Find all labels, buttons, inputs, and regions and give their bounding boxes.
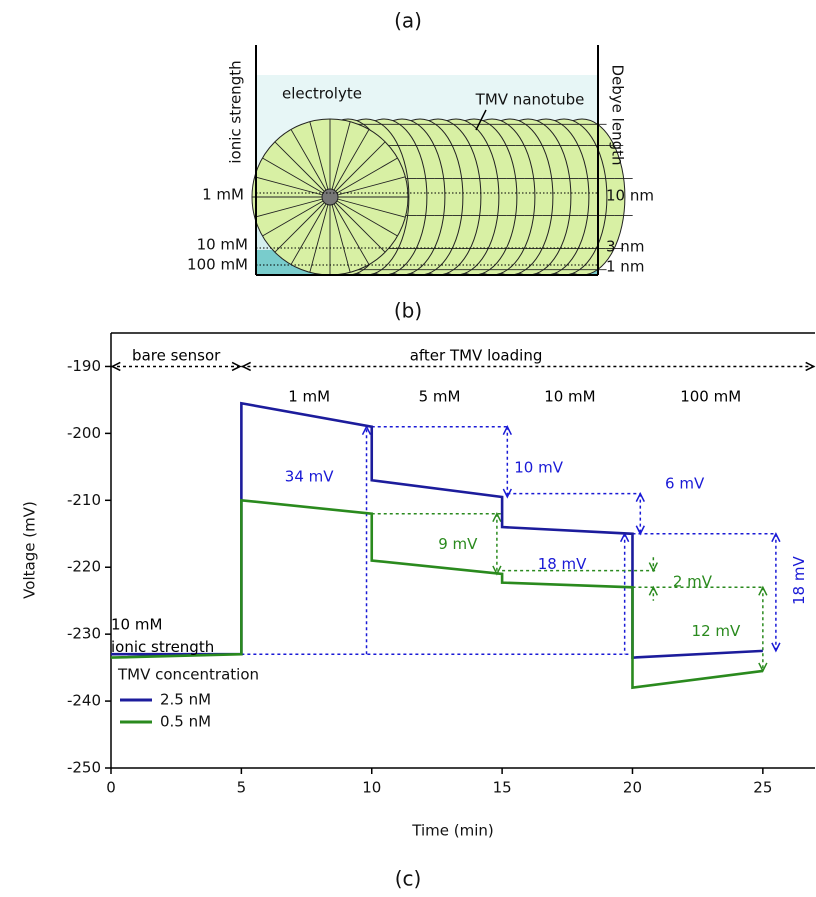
arrow-head (758, 662, 768, 673)
spoke (329, 129, 370, 198)
annotation: 1 mM (288, 388, 330, 406)
x-tick-label: 20 (623, 779, 642, 797)
spoke (309, 196, 331, 273)
annotation: 10 mM (544, 388, 595, 406)
panel-label: (b) (394, 299, 422, 323)
annotation: 2 mV (673, 572, 713, 590)
spoke (254, 176, 331, 198)
arrow-head (635, 491, 645, 502)
x-axis-title: Time (min) (411, 822, 493, 840)
spoke (254, 196, 331, 218)
core (321, 188, 339, 206)
arrow-head (805, 361, 816, 372)
axis-title: ionic strength (227, 60, 245, 163)
spoke (290, 196, 331, 265)
y-tick-label: -250 (67, 759, 101, 777)
leader-line (475, 109, 487, 131)
arrow-head (771, 642, 781, 653)
annotation: 18 mV (538, 555, 587, 573)
annotation: bare sensor (132, 346, 221, 364)
spoke (329, 196, 406, 218)
y-axis-title: Voltage (mV) (21, 501, 39, 599)
annotation: ionic strength (111, 638, 214, 656)
arrow-head (648, 562, 659, 573)
arrow-head (758, 585, 768, 596)
x-tick-label: 0 (106, 779, 116, 797)
arrow-head (231, 361, 242, 372)
arrow-head (502, 425, 512, 436)
spoke (262, 157, 331, 198)
spoke (329, 196, 351, 273)
annotation: 100 mM (680, 388, 741, 406)
tick-label: 10 nm (606, 187, 654, 205)
region-label: TMV nanotube (475, 91, 585, 109)
tick-label: 1 mM (202, 186, 244, 204)
tick-label: 10 mM (197, 236, 248, 254)
spoke (329, 196, 370, 265)
annotation: 6 mV (665, 475, 705, 493)
panel-label: (c) (395, 867, 422, 891)
legend-label: 2.5 nM (160, 691, 211, 709)
region-label: electrolyte (282, 85, 362, 103)
spoke (262, 196, 331, 237)
spoke (329, 196, 398, 237)
annotation: 5 mM (419, 388, 461, 406)
x-tick-label: 5 (237, 779, 247, 797)
arrow-head (502, 488, 512, 499)
legend-label: 0.5 nM (160, 713, 211, 731)
spoke (274, 196, 331, 253)
spoke (274, 141, 331, 198)
x-tick-label: 10 (362, 779, 381, 797)
spoke (309, 121, 331, 198)
annotation: 34 mV (285, 467, 334, 485)
annotation: 18 mV (790, 556, 808, 605)
spoke (329, 141, 386, 198)
arrow-head (771, 532, 781, 543)
y-tick-label: -200 (67, 424, 101, 442)
y-tick-label: -210 (67, 491, 101, 509)
series-line (110, 498, 764, 690)
y-tick-label: -240 (67, 692, 101, 710)
tick-label: 3 nm (606, 238, 644, 256)
arrow-head (240, 361, 252, 372)
spoke (329, 196, 386, 253)
spoke (329, 121, 351, 198)
panel-label: (a) (394, 9, 422, 33)
series-line (111, 401, 763, 659)
spoke (329, 176, 406, 198)
y-tick-label: -220 (67, 558, 101, 576)
tick-label: 100 mM (187, 256, 248, 274)
x-tick-label: 15 (493, 779, 512, 797)
annotation: 12 mV (692, 622, 741, 640)
chart: -250 -240 -230 -220 -210 -200 -190 0 5 10 15 20 25 Ti… (21, 332, 816, 840)
annotation: 10 mM (111, 615, 162, 633)
tick-label: 1 nm (606, 258, 644, 276)
diagram: ionic strength Debye length electrolyte … (187, 45, 654, 276)
y-tick-label: -230 (67, 625, 101, 643)
annotation: 9 mV (438, 535, 478, 553)
axis-title: Debye length (609, 65, 627, 166)
annotation: after TMV loading (410, 346, 543, 364)
nanotube (251, 118, 633, 276)
y-tick-label: -190 (67, 357, 101, 375)
legend-title: TMV concentration (117, 666, 259, 684)
spoke (290, 129, 331, 198)
annotation: 10 mV (514, 459, 563, 477)
arrow-head (492, 512, 502, 523)
x-tick-label: 25 (753, 779, 772, 797)
spoke (329, 157, 398, 198)
arrow-head (110, 361, 121, 372)
